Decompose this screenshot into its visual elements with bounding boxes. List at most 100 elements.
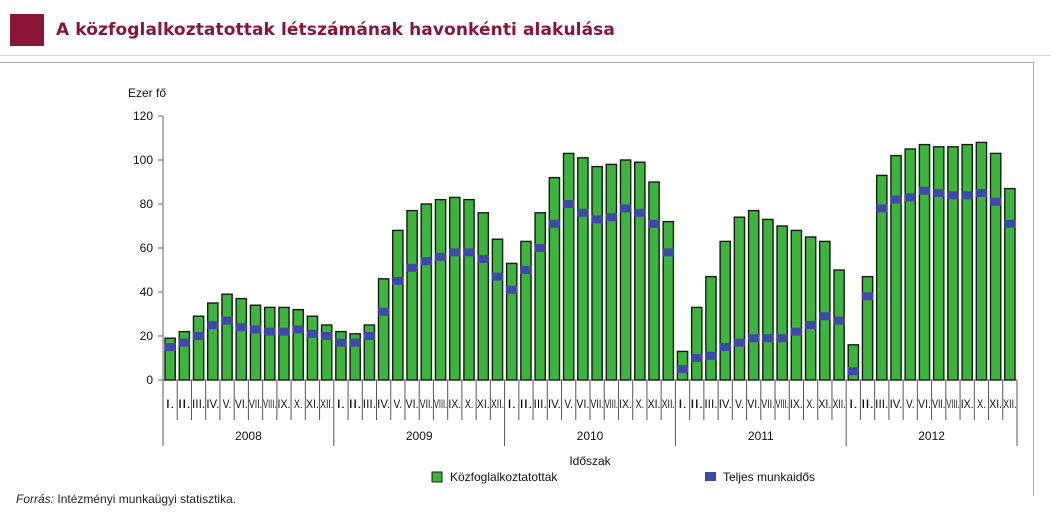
x-tick-label: VI. xyxy=(235,399,248,411)
marker-point xyxy=(420,257,432,266)
marker-point xyxy=(733,338,745,347)
bar xyxy=(178,330,191,381)
x-axis-label: Időszak xyxy=(569,454,611,468)
bar xyxy=(477,212,490,381)
bar xyxy=(747,209,760,381)
x-tick-label: V. xyxy=(223,399,232,411)
x-tick-label: V. xyxy=(394,399,403,411)
bar xyxy=(392,229,404,381)
bar xyxy=(448,196,461,381)
marker-point xyxy=(776,334,788,343)
x-tick-label: IX. xyxy=(790,399,803,411)
bar xyxy=(206,302,219,381)
marker-point xyxy=(691,354,703,362)
marker-point xyxy=(719,343,731,351)
marker-point xyxy=(164,343,176,351)
marker-point xyxy=(221,316,233,325)
x-tick-label: VI. xyxy=(747,399,760,411)
bar xyxy=(420,203,433,381)
x-tick-label: V. xyxy=(906,399,915,411)
y-axis-label: Ezer fő xyxy=(128,86,166,100)
x-tick-label: IV. xyxy=(377,399,390,411)
bar xyxy=(434,198,447,381)
chart-title: A közfoglalkoztatottak létszámának havon… xyxy=(56,20,615,40)
x-tick-label: III. xyxy=(875,399,888,411)
x-tick-label: XI. xyxy=(818,399,831,411)
marker-point xyxy=(762,334,774,343)
bar xyxy=(819,240,831,381)
marker-point xyxy=(335,338,347,347)
x-tick-label: I. xyxy=(166,399,175,411)
x-tick-label: VII. xyxy=(591,399,604,411)
x-tick-label: XI. xyxy=(306,399,319,411)
marker-point xyxy=(506,285,518,294)
marker-point xyxy=(264,327,276,336)
x-tick-label: IV. xyxy=(890,399,903,411)
x-tick-label: VIII. xyxy=(946,399,959,411)
bar xyxy=(577,157,589,381)
bar xyxy=(306,315,319,381)
bar xyxy=(406,209,418,381)
x-tick-label: VIII. xyxy=(605,399,618,411)
x-tick-label: III. xyxy=(704,399,717,411)
legend-bar-swatch xyxy=(431,471,443,483)
marker-point xyxy=(193,332,205,340)
year-label: 2011 xyxy=(748,429,774,443)
x-tick-label: XII. xyxy=(491,399,504,411)
bar xyxy=(719,240,732,381)
marker-point xyxy=(463,248,475,257)
marker-point xyxy=(292,325,304,334)
marker-point xyxy=(876,204,888,213)
marker-point xyxy=(819,312,831,321)
bar xyxy=(278,306,290,381)
x-tick-label: XI. xyxy=(648,399,661,411)
x-tick-label: XII. xyxy=(320,399,333,411)
marker-point xyxy=(449,248,461,257)
year-label: 2009 xyxy=(406,429,433,443)
bar xyxy=(591,165,603,381)
x-tick-label: XII. xyxy=(832,399,845,411)
bar xyxy=(690,306,703,381)
bar xyxy=(662,220,675,381)
bar xyxy=(619,159,632,381)
legend-marker-label: Teljes munkaidős xyxy=(723,470,815,484)
marker-point xyxy=(961,191,973,200)
x-tick-label: IX. xyxy=(961,399,974,411)
marker-point xyxy=(321,332,333,340)
y-tick-label: 40 xyxy=(140,285,154,299)
bar xyxy=(932,146,945,381)
x-tick-label: VII. xyxy=(761,399,774,411)
bar xyxy=(548,176,561,381)
marker-point xyxy=(605,213,617,222)
marker-point xyxy=(563,200,575,208)
bar xyxy=(648,181,660,381)
x-tick-label: IX. xyxy=(448,399,461,411)
y-tick-label: 120 xyxy=(133,109,153,123)
marker-point xyxy=(477,255,489,263)
y-tick-label: 20 xyxy=(140,329,154,343)
bar xyxy=(776,225,788,381)
marker-point xyxy=(406,263,418,272)
x-tick-label: II. xyxy=(349,399,362,411)
source-note: Forrás: Intézményi munkaügyi statisztika… xyxy=(16,492,236,506)
x-tick-label: IX. xyxy=(619,399,632,411)
legend-bar-label: Közfoglalkoztatottak xyxy=(450,470,558,484)
bar xyxy=(320,324,333,381)
marker-point xyxy=(705,351,717,360)
marker-point xyxy=(847,367,859,376)
bar xyxy=(861,275,874,381)
bar xyxy=(292,308,305,381)
year-label: 2010 xyxy=(577,429,604,443)
bar xyxy=(235,297,248,381)
marker-point xyxy=(990,197,1002,206)
x-tick-label: V. xyxy=(735,399,744,411)
bar xyxy=(463,198,475,381)
y-tick-label: 60 xyxy=(140,241,154,255)
bar xyxy=(961,143,974,381)
year-label: 2008 xyxy=(235,429,262,443)
bar xyxy=(221,293,233,381)
marker-point xyxy=(235,323,247,332)
bar xyxy=(249,304,262,381)
marker-point xyxy=(677,365,689,373)
bar xyxy=(762,218,774,381)
